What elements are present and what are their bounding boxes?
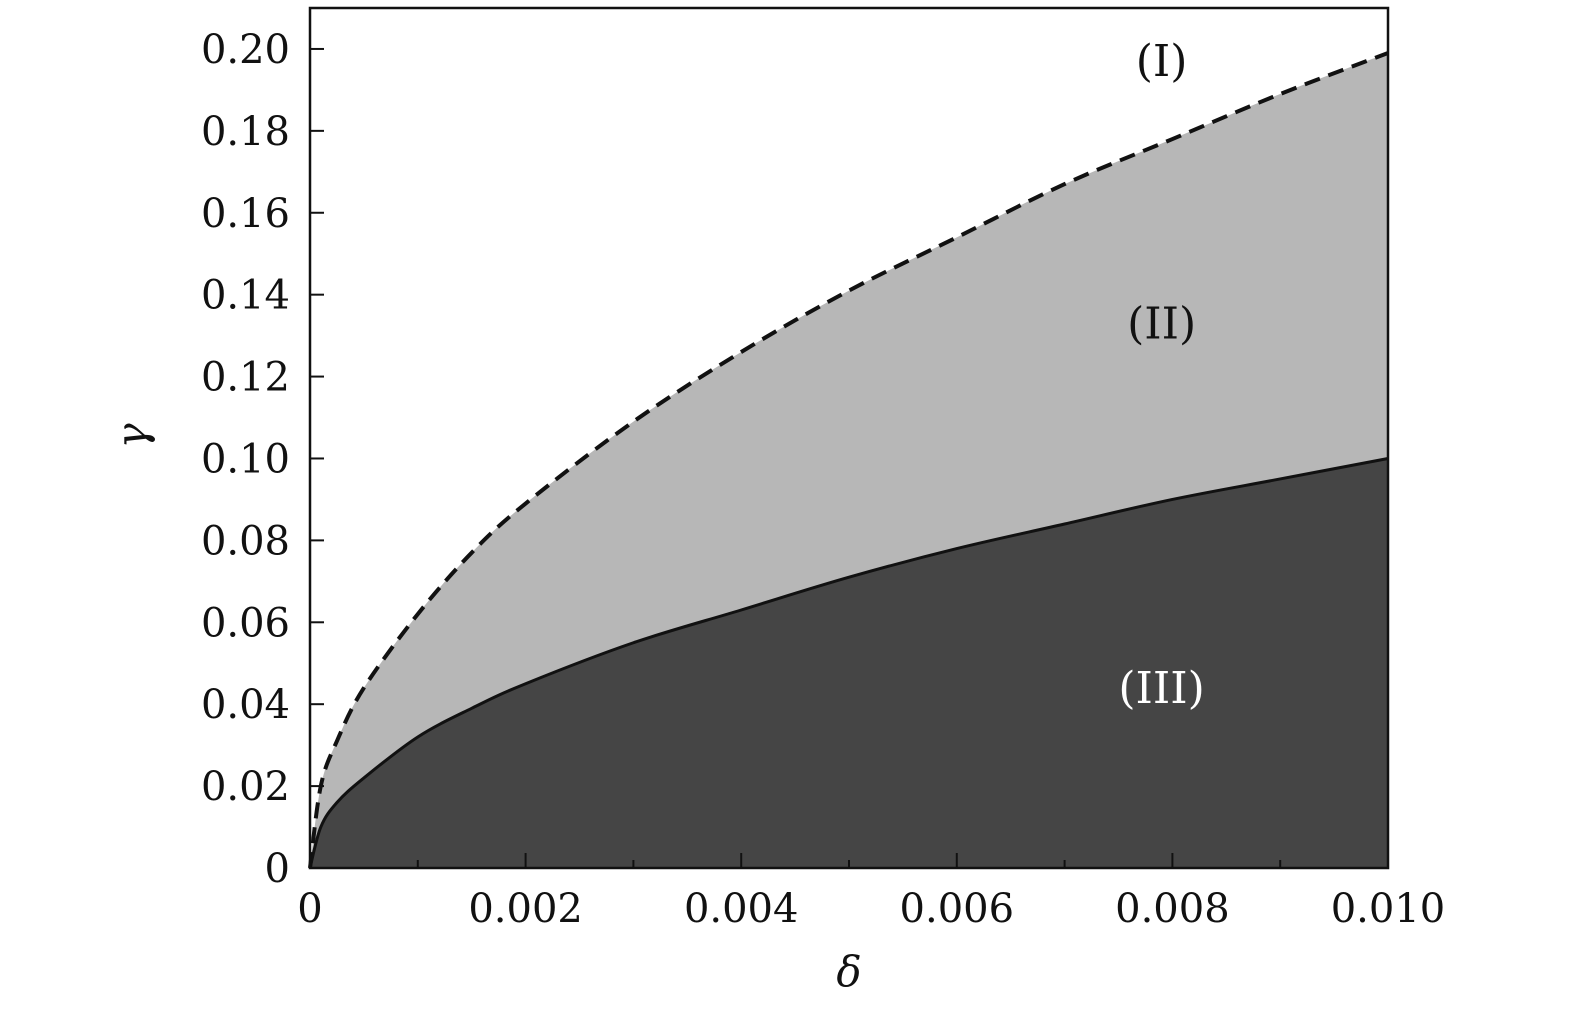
- solid-boundary-line: [308, 457, 1389, 869]
- y-tick-label: 0.08: [201, 518, 290, 564]
- y-tick-label: 0.06: [201, 600, 290, 646]
- region-labels: (I) (II) (III): [1118, 36, 1204, 714]
- y-tick-label: 0.14: [201, 273, 290, 319]
- region-label: (III): [1118, 663, 1204, 714]
- y-tick-label: 0.18: [201, 109, 290, 155]
- x-axis-label: δ: [836, 947, 861, 996]
- x-tick-label: 0.002: [468, 886, 583, 932]
- y-tick-label: 0.02: [201, 764, 290, 810]
- y-tick-label: 0.04: [201, 682, 290, 728]
- y-tick-label: 0.12: [201, 355, 290, 401]
- x-tick-label: 0.008: [1115, 886, 1230, 932]
- dashed-boundary-line: [308, 51, 1389, 869]
- x-tick-label: 0.006: [900, 886, 1015, 932]
- x-tick-label: 0: [297, 886, 322, 932]
- x-tick-label: 0.004: [684, 886, 799, 932]
- axis-ticks: [309, 47, 1389, 869]
- x-tick-label: 0.010: [1331, 886, 1446, 932]
- y-tick-label: 0.10: [201, 436, 290, 482]
- region-label: (II): [1127, 298, 1196, 349]
- y-tick-label: 0.20: [201, 27, 290, 73]
- region-iii-area: [310, 458, 1388, 868]
- y-tick-label: 0.16: [201, 191, 290, 237]
- axis-tick-labels: 0 0.002 0.004 0.006 0.008 0.010 0 0.02 0.04 0.06 0…: [201, 27, 1445, 932]
- y-axis-label: γ: [107, 423, 156, 449]
- boundary-lines: [308, 51, 1389, 869]
- y-tick-label: 0: [265, 846, 290, 892]
- regions-layer: [310, 8, 1388, 869]
- region-label: (I): [1136, 36, 1188, 87]
